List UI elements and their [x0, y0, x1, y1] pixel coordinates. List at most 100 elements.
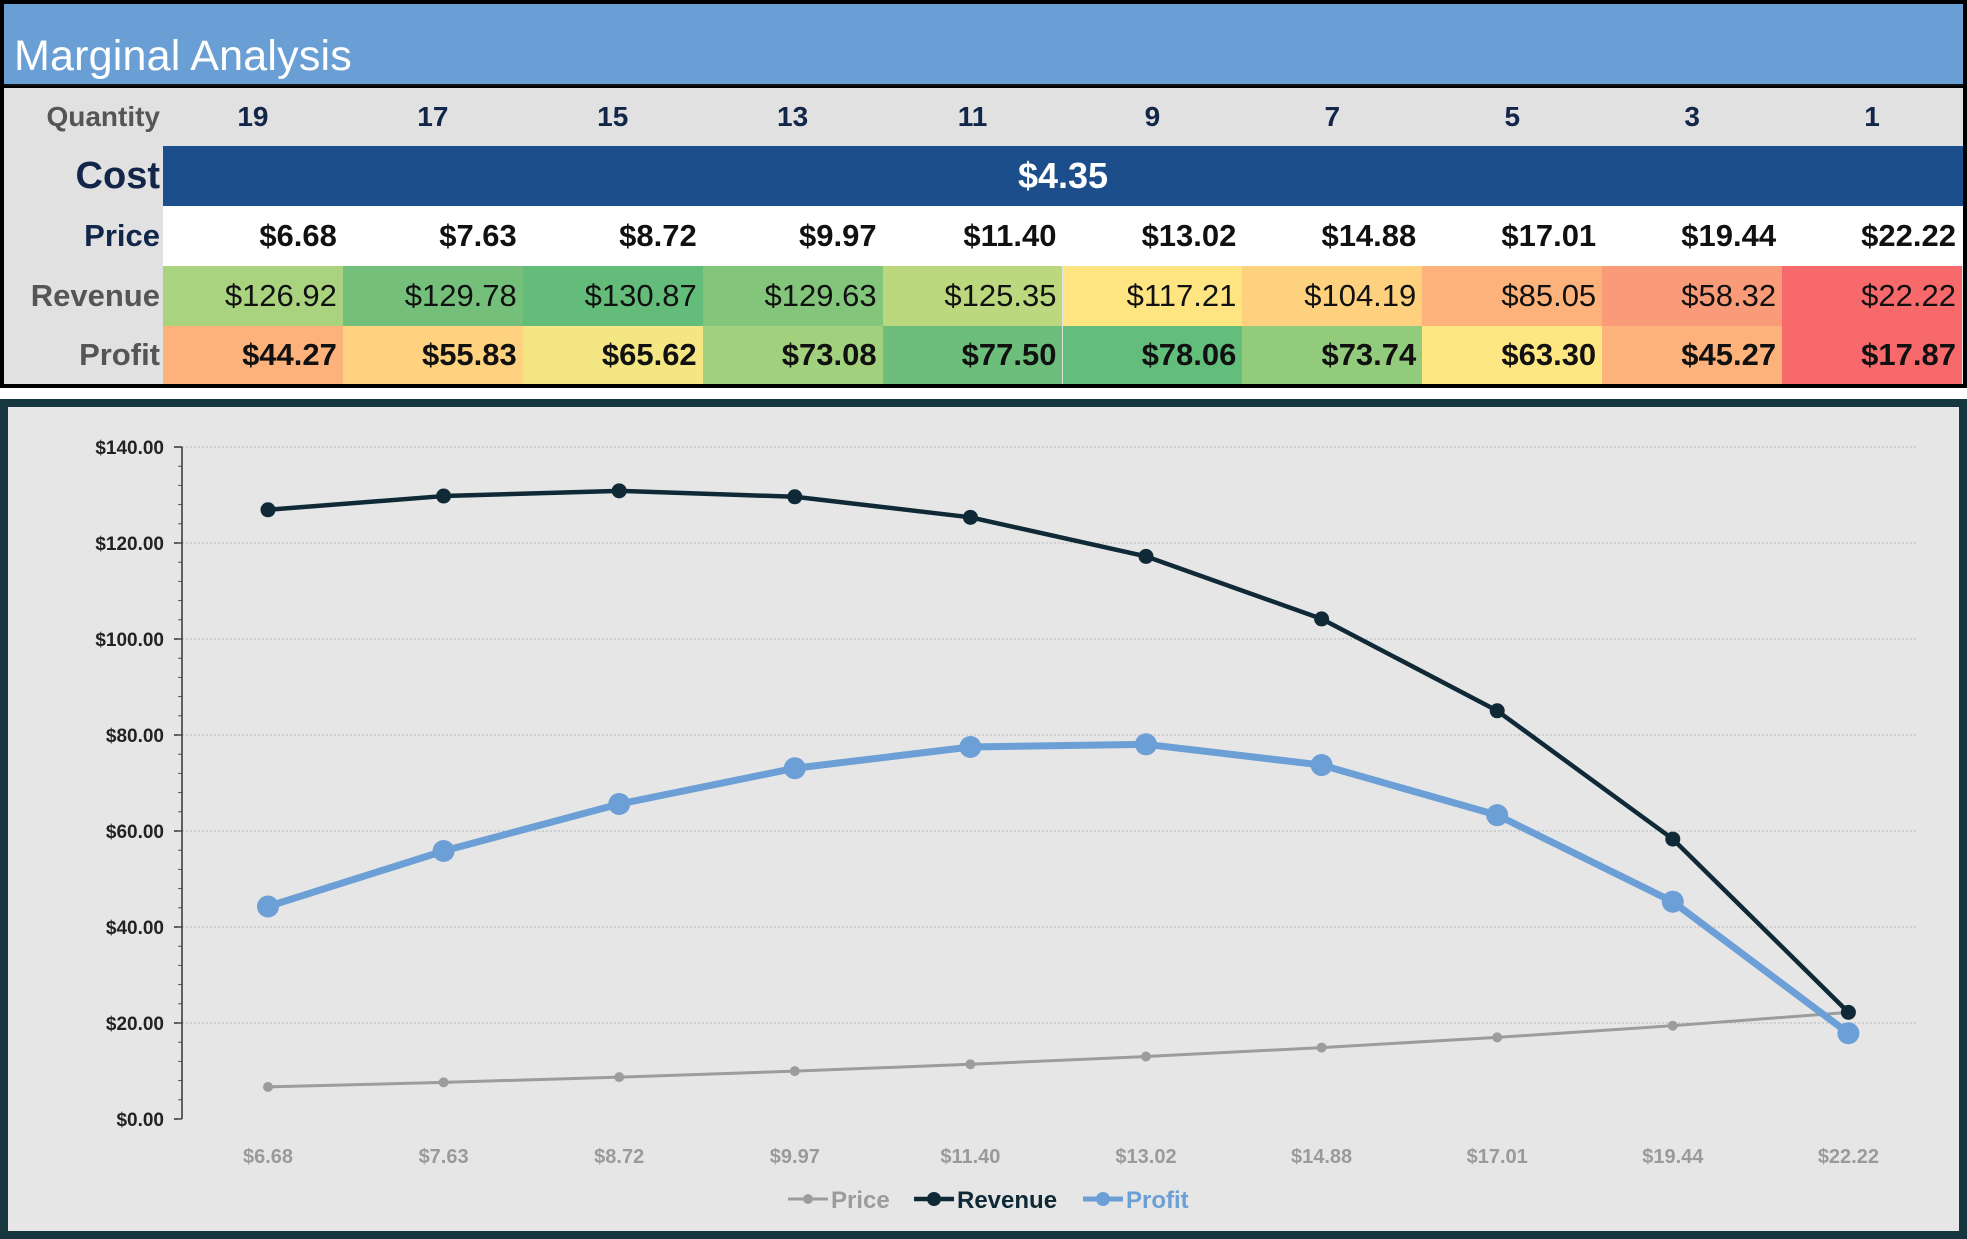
profit-cell[interactable]: $73.08 [702, 326, 883, 384]
profit-data-point[interactable] [432, 840, 455, 863]
price-label: Price [84, 218, 160, 253]
legend-label: Price [831, 1187, 890, 1214]
quantity-cell[interactable]: 11 [957, 101, 988, 132]
legend-item-profit[interactable]: Profit [1083, 1187, 1189, 1214]
profit-data-point[interactable] [1661, 890, 1684, 913]
revenue-cell[interactable]: $85.05 [1422, 266, 1603, 326]
revenue-cell[interactable]: $130.87 [522, 266, 703, 326]
profit-cell[interactable]: $17.87 [1782, 326, 1962, 384]
price-data-point[interactable] [789, 1066, 800, 1077]
price-cell[interactable]: $19.44 [1681, 218, 1777, 253]
price-data-point[interactable] [614, 1072, 625, 1083]
quantity-cell[interactable]: 3 [1684, 101, 1700, 132]
revenue-data-point[interactable] [1665, 831, 1681, 847]
revenue-data-point[interactable] [436, 488, 452, 504]
revenue-data-point[interactable] [787, 489, 803, 505]
profit-data-point[interactable] [959, 736, 982, 758]
profit-cell[interactable]: $44.27 [163, 326, 343, 384]
revenue-series-line [267, 488, 1850, 1014]
price-cell[interactable]: $11.40 [963, 218, 1057, 253]
quantity-cell[interactable]: 13 [777, 101, 809, 132]
revenue-row: Revenue $126.92 $129.78 $130.87 $129.63 $125… [4, 266, 1963, 326]
profit-data-point[interactable] [257, 895, 279, 918]
x-tick-label: $14.88 [1291, 1146, 1352, 1168]
profit-cell[interactable]: $65.62 [522, 326, 703, 384]
profit-data-point[interactable] [1486, 804, 1509, 827]
revenue-data-point[interactable] [611, 483, 627, 499]
profit-data-point[interactable] [1310, 754, 1333, 777]
profit-data-point[interactable] [1135, 733, 1157, 756]
revenue-data-point[interactable] [1489, 703, 1505, 719]
analysis-grid: Quantity 19 17 15 13 11 9 7 5 3 1 Cost $4.35 Pric… [4, 88, 1963, 384]
profit-data-point[interactable] [608, 793, 631, 816]
quantity-cell[interactable]: 17 [417, 101, 449, 132]
profit-data-point[interactable] [783, 757, 806, 780]
quantity-row: Quantity 19 17 15 13 11 9 7 5 3 1 [4, 88, 1963, 146]
revenue-cell[interactable]: $22.22 [1782, 266, 1962, 326]
cost-row: Cost $4.35 [4, 146, 1963, 206]
x-tick-label: $22.22 [1818, 1146, 1879, 1168]
revenue-cell[interactable]: $129.63 [702, 266, 883, 326]
chart-panel: $0.00 $20.00 $40.00 $60.00 $80.00 $100.00 $120… [0, 399, 1967, 1239]
profit-data-point[interactable] [1837, 1022, 1860, 1045]
price-cell[interactable]: $22.22 [1861, 218, 1956, 253]
legend-label: Profit [1126, 1187, 1189, 1214]
revenue-data-point[interactable] [260, 502, 276, 518]
x-tick-label: $11.40 [940, 1146, 1000, 1168]
price-data-point[interactable] [1667, 1020, 1678, 1031]
profit-cell[interactable]: $55.83 [342, 326, 523, 384]
price-cell[interactable]: $6.68 [259, 218, 337, 253]
profit-cell[interactable]: $73.74 [1242, 326, 1423, 384]
y-tick-label: $0.00 [116, 1110, 164, 1131]
revenue-data-point[interactable] [1314, 611, 1330, 627]
profit-cell[interactable]: $63.30 [1422, 326, 1603, 384]
price-data-point[interactable] [965, 1059, 976, 1070]
revenue-data-point[interactable] [1138, 548, 1154, 564]
price-cell[interactable]: $17.01 [1501, 218, 1597, 253]
revenue-cell[interactable]: $104.19 [1242, 266, 1423, 326]
x-tick-label: $13.02 [1115, 1146, 1176, 1168]
price-data-point[interactable] [1492, 1032, 1503, 1043]
price-row-background [163, 206, 1963, 266]
x-tick-label: $9.97 [770, 1146, 820, 1168]
cost-value[interactable]: $4.35 [163, 146, 1963, 206]
price-cell[interactable]: $14.88 [1321, 218, 1417, 253]
price-cell[interactable]: $13.02 [1141, 218, 1237, 253]
revenue-cell[interactable]: $117.21 [1062, 266, 1243, 326]
profit-cell[interactable]: $77.50 [882, 326, 1063, 384]
x-tick-label: $8.72 [594, 1146, 644, 1168]
price-data-point[interactable] [438, 1077, 449, 1088]
price-series-line [267, 1010, 1849, 1089]
y-tick: $100.00 [95, 630, 182, 651]
quantity-cell[interactable]: 5 [1504, 101, 1521, 132]
quantity-cell[interactable]: 1 [1864, 101, 1880, 132]
revenue-cell[interactable]: $58.32 [1602, 266, 1783, 326]
price-data-point[interactable] [263, 1081, 273, 1092]
legend-item-revenue[interactable]: Revenue [914, 1187, 1057, 1214]
profit-cell[interactable]: $45.27 [1602, 326, 1783, 384]
profit-series-line [266, 740, 1851, 1037]
revenue-data-point[interactable] [962, 509, 978, 525]
price-data-point[interactable] [1316, 1042, 1327, 1053]
price-cell[interactable]: $9.97 [799, 218, 877, 253]
y-tick: $0.00 [116, 1110, 182, 1131]
legend-item-price[interactable]: Price [788, 1187, 890, 1214]
price-cell[interactable]: $7.63 [439, 218, 517, 253]
y-tick: $20.00 [106, 1014, 182, 1035]
revenue-cell[interactable]: $129.78 [342, 266, 523, 326]
revenue-cell[interactable]: $126.92 [163, 266, 343, 326]
line-chart: $0.00 $20.00 $40.00 $60.00 $80.00 $100.00 $120… [95, 438, 1918, 1214]
quantity-cell[interactable]: 19 [237, 101, 269, 132]
x-tick-label: $7.63 [419, 1146, 469, 1168]
price-row: Price $6.68 $7.63 $8.72 $9.97 $11.40 $13.02 $1… [4, 206, 1963, 266]
page-title: Marginal Analysis [14, 32, 352, 80]
revenue-data-point[interactable] [1840, 1004, 1856, 1020]
price-data-point[interactable] [1141, 1051, 1151, 1062]
y-tick: $120.00 [95, 534, 182, 555]
revenue-cell[interactable]: $125.35 [882, 266, 1063, 326]
profit-cell[interactable]: $78.06 [1062, 326, 1243, 384]
price-cell[interactable]: $8.72 [619, 218, 697, 253]
quantity-cell[interactable]: 15 [597, 101, 629, 132]
quantity-cell[interactable]: 9 [1144, 101, 1161, 132]
quantity-cell[interactable]: 7 [1324, 101, 1341, 132]
